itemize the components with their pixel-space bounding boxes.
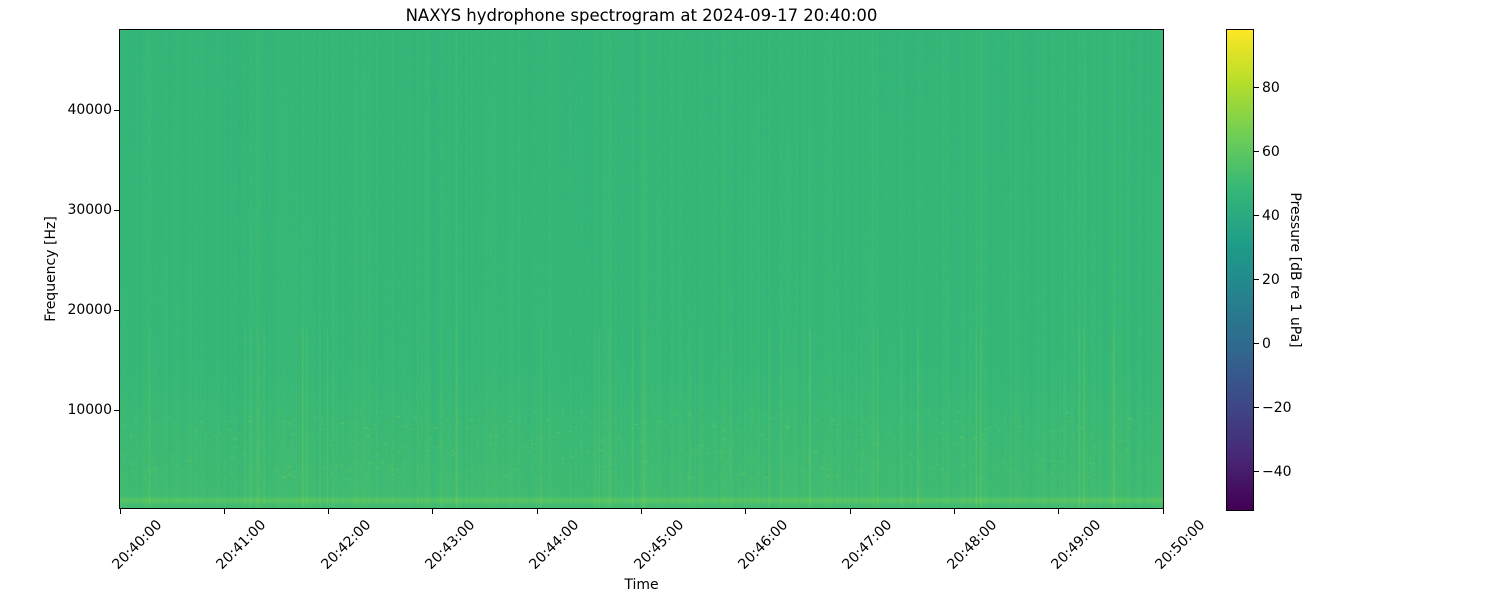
x-axis-label: Time <box>624 577 659 593</box>
x-tick-label: 20:50:00 <box>1152 517 1209 573</box>
x-tick-mark <box>849 509 851 514</box>
x-tick-label: 20:40:00 <box>109 517 166 573</box>
colorbar-tick-label: 0 <box>1262 335 1271 352</box>
x-tick-label: 20:41:00 <box>213 517 270 573</box>
colorbar-tick-label: 20 <box>1262 271 1280 288</box>
colorbar-tick-mark <box>1254 151 1259 153</box>
x-tick-mark <box>223 509 225 514</box>
x-tick-label: 20:44:00 <box>526 517 583 573</box>
colorbar-gradient <box>1227 30 1253 510</box>
colorbar-tick-label: −20 <box>1262 399 1292 416</box>
x-tick-label: 20:48:00 <box>943 517 1000 573</box>
x-tick-label: 20:42:00 <box>318 517 374 573</box>
x-tick-label: 20:46:00 <box>735 517 792 573</box>
colorbar-tick-mark <box>1254 343 1259 345</box>
colorbar-tick-mark <box>1254 407 1259 409</box>
colorbar-tick-mark <box>1254 215 1259 217</box>
colorbar-tick-label: −40 <box>1262 463 1292 480</box>
colorbar-tick-mark <box>1254 279 1259 281</box>
x-tick-mark <box>432 509 434 514</box>
y-tick-mark <box>114 409 119 411</box>
x-tick-label: 20:45:00 <box>631 517 687 573</box>
colorbar <box>1226 29 1254 511</box>
y-tick-mark <box>114 309 119 311</box>
plot-area <box>119 29 1164 509</box>
y-tick-label: 40000 <box>67 102 112 118</box>
spectrogram-heatmap <box>120 30 1163 508</box>
x-tick-label: 20:47:00 <box>839 517 896 573</box>
x-tick-mark <box>953 509 955 514</box>
y-tick-label: 10000 <box>67 402 112 418</box>
x-tick-mark <box>119 509 121 514</box>
x-tick-mark <box>641 509 642 514</box>
chart-title: NAXYS hydrophone spectrogram at 2024-09-… <box>405 6 878 25</box>
y-tick-mark <box>114 109 119 111</box>
colorbar-tick-label: 40 <box>1262 207 1280 224</box>
colorbar-tick-mark <box>1254 471 1259 473</box>
x-tick-mark <box>1058 509 1060 514</box>
colorbar-tick-label: 60 <box>1262 143 1280 160</box>
y-tick-mark <box>114 209 119 211</box>
colorbar-tick-label: 80 <box>1262 79 1280 96</box>
x-tick-label: 20:49:00 <box>1048 517 1105 573</box>
x-tick-label: 20:43:00 <box>422 517 479 573</box>
colorbar-tick-mark <box>1254 87 1259 89</box>
x-tick-mark <box>745 509 747 514</box>
x-tick-mark <box>536 509 538 514</box>
y-tick-label: 30000 <box>67 202 112 218</box>
x-tick-mark <box>328 509 330 514</box>
x-tick-mark <box>1162 509 1164 514</box>
y-tick-label: 20000 <box>67 302 112 318</box>
